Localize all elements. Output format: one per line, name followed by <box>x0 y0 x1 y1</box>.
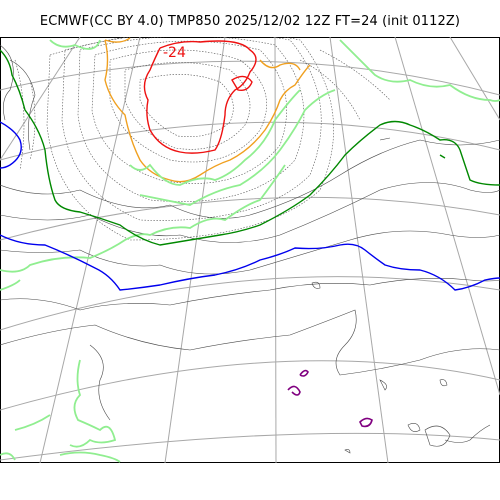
isotherm-purple <box>287 369 373 428</box>
longitude-line <box>164 37 226 463</box>
isotherm-blue <box>0 121 500 291</box>
graticule <box>0 37 500 463</box>
latitude-line <box>0 432 500 461</box>
longitude-line <box>449 37 500 121</box>
isotherm-red <box>143 40 257 154</box>
isotherm-green <box>0 49 500 246</box>
pressure-contours <box>14 37 391 241</box>
longitude-line <box>0 37 81 161</box>
isotherm-light-green <box>0 39 500 463</box>
map-area: -24 <box>0 37 500 463</box>
longitude-line <box>394 37 500 396</box>
map-svg: -24 <box>0 37 500 463</box>
longitude-line <box>329 37 389 463</box>
contour-label-red: -24 <box>163 45 186 61</box>
latitude-line <box>0 60 500 96</box>
latitude-line <box>0 360 500 411</box>
chart-title: ECMWF(CC BY 4.0) TMP850 2025/12/02 12Z F… <box>39 14 461 29</box>
latitude-line <box>0 196 500 241</box>
latitude-line <box>0 276 500 331</box>
longitude-line <box>274 37 277 463</box>
longitude-line <box>39 37 141 463</box>
coastlines <box>0 44 500 454</box>
isotherm-orange <box>104 37 311 183</box>
